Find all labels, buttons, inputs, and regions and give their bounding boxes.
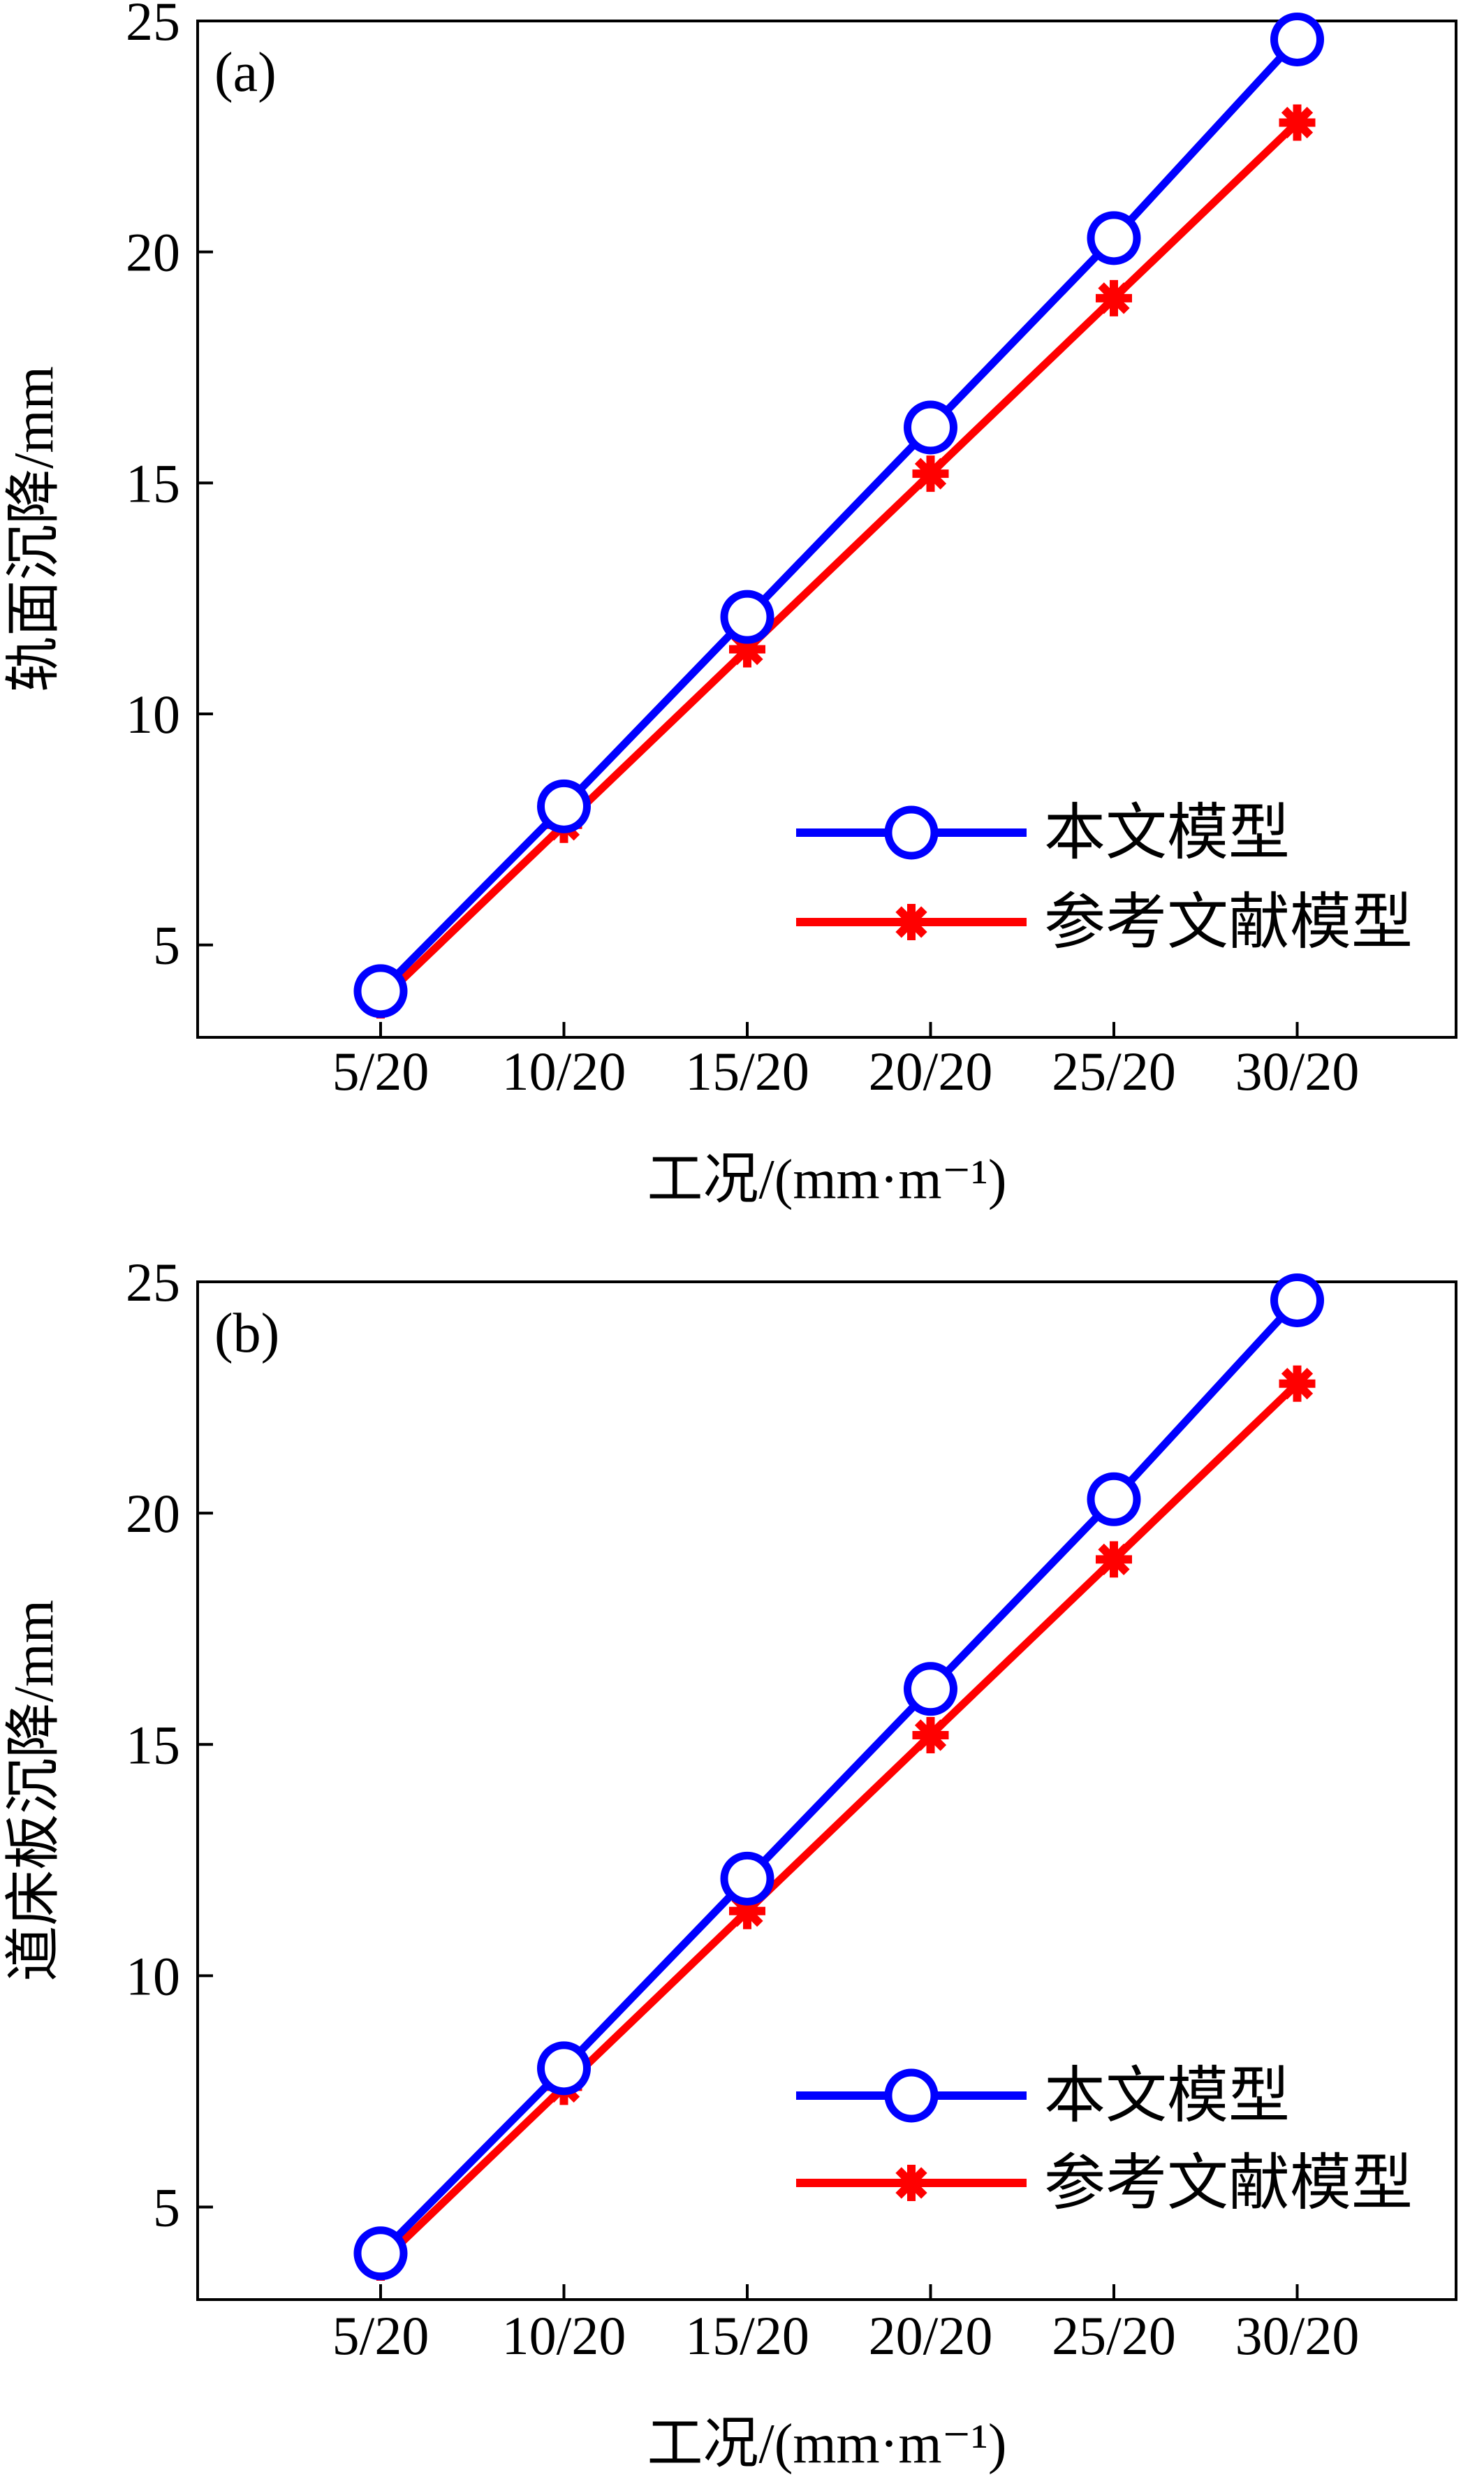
x-tick-label: 20/20: [869, 1041, 993, 1102]
y-tick-label: 25: [126, 0, 180, 52]
data-point-circle: [1270, 1273, 1324, 1327]
series-line-1: [378, 119, 1300, 1004]
y-tick-label: 20: [126, 1483, 180, 1544]
y-tick-label: 15: [126, 453, 180, 513]
series-line-0: [378, 36, 1300, 994]
x-tick-label: 15/20: [685, 2305, 809, 2366]
data-point-circle: [1087, 211, 1141, 265]
y-tick-label: 15: [126, 1714, 180, 1775]
asterisk-marker: [893, 904, 930, 940]
x-tick-label: 30/20: [1235, 2305, 1360, 2366]
asterisk-stroke: [1098, 1543, 1130, 1575]
data-point-circle: [537, 779, 591, 833]
asterisk-stroke: [914, 458, 947, 490]
legend-label: 本文模型: [1044, 2063, 1290, 2131]
y-axis-title: 道床板沉降/mm: [3, 1600, 65, 1982]
asterisk-marker: [912, 455, 949, 492]
data-point-circle: [1087, 1472, 1141, 1526]
data-point-circle: [353, 2226, 408, 2281]
x-tick-label: 5/20: [332, 1041, 429, 1102]
series-line-0: [378, 1297, 1300, 2256]
x-tick-label: 20/20: [869, 2305, 993, 2366]
asterisk-stroke: [1098, 282, 1130, 314]
data-point-circle: [720, 1851, 774, 1906]
legend-marker-circle: [884, 805, 939, 860]
panel-label: (a): [214, 42, 277, 103]
y-tick-label: 25: [126, 1252, 180, 1313]
data-point-circle: [904, 1662, 957, 1716]
y-tick-label: 5: [153, 915, 180, 976]
series-line-1: [378, 1380, 1300, 2265]
plot-frame: [196, 1280, 1457, 2301]
chart-panel-b: 5 10 15 20 25 5/20 10/20 15/20 20/20 25/20 30/20 工况…: [3, 1252, 1457, 2475]
legend-marker-circle: [884, 2068, 939, 2123]
asterisk-marker: [893, 2165, 930, 2201]
x-tick-label: 25/20: [1052, 1041, 1176, 1102]
asterisk-stroke: [914, 1719, 947, 1751]
data-point-circle: [1270, 12, 1324, 66]
x-tick-label: 5/20: [332, 2305, 429, 2366]
x-tick-label: 10/20: [502, 2305, 626, 2366]
data-point-circle: [720, 590, 774, 644]
asterisk-marker: [1279, 1365, 1316, 1402]
legend-label: 参考文献模型: [1044, 889, 1413, 957]
asterisk-stroke: [1281, 1368, 1314, 1400]
x-tick-label: 15/20: [685, 1041, 809, 1102]
y-tick-label: 20: [126, 222, 180, 283]
plot-frame: [196, 20, 1457, 1039]
y-axis-title: 轨面沉降/mm: [3, 366, 65, 692]
data-point-circle: [353, 964, 408, 1018]
asterisk-marker: [1096, 1541, 1132, 1578]
y-tick-label: 10: [126, 684, 180, 745]
y-tick-label: 5: [153, 2177, 180, 2238]
x-tick-label: 25/20: [1052, 2305, 1176, 2366]
asterisk-stroke: [895, 906, 927, 938]
asterisk-stroke: [895, 2167, 927, 2199]
asterisk-marker: [912, 1717, 949, 1754]
x-tick-label: 10/20: [502, 1041, 626, 1102]
asterisk-marker: [1096, 279, 1132, 316]
legend-label: 本文模型: [1044, 800, 1290, 868]
panel-label: (b): [214, 1303, 279, 1364]
data-point-circle: [537, 2041, 591, 2096]
x-axis-title: 工况/(mm·m⁻¹): [647, 2413, 1006, 2475]
y-tick-label: 10: [126, 1945, 180, 2006]
chart-panel-a: 5 10 15 20 25 5/20 10/20 15/20 20/20 25/20 30/20 工况…: [3, 0, 1457, 1211]
legend-label: 参考文献模型: [1044, 2150, 1413, 2218]
data-point-circle: [904, 400, 957, 455]
x-tick-label: 30/20: [1235, 1041, 1360, 1102]
asterisk-stroke: [1281, 106, 1314, 139]
x-axis-title: 工况/(mm·m⁻¹): [647, 1149, 1006, 1211]
asterisk-marker: [1279, 104, 1316, 141]
